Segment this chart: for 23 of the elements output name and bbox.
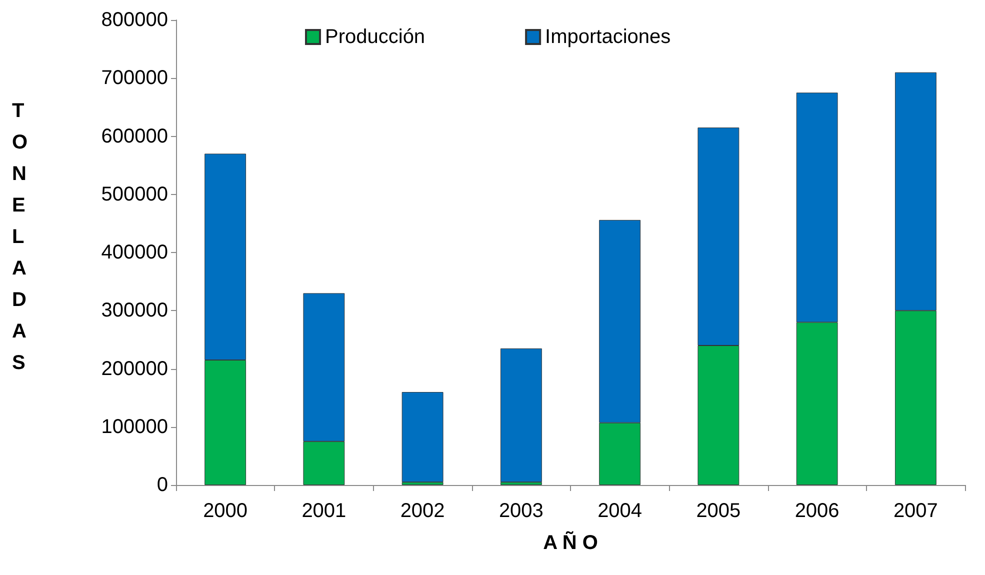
x-tick-label: 2005 — [696, 500, 741, 522]
y-tick-label: 500000 — [101, 183, 168, 206]
x-tick-label: 2004 — [598, 500, 642, 522]
x-tick-label: 2001 — [302, 500, 346, 522]
text: TONELADAS — [12, 100, 28, 374]
y-tick-label: 400000 — [101, 242, 168, 264]
y-tick-label: 800000 — [101, 9, 168, 31]
y-tick-label: 200000 — [101, 358, 168, 380]
x-tick-label: 2007 — [893, 500, 938, 522]
bar — [402, 392, 444, 482]
x-axis-title: A Ñ O — [543, 531, 598, 554]
legend-label: Importaciones — [545, 26, 671, 48]
y-tick-label: 0 — [156, 474, 168, 496]
x-tick-label: 2002 — [400, 500, 445, 522]
y-tick-label: 700000 — [101, 67, 168, 90]
legend-label: Producción — [325, 26, 426, 48]
bar — [500, 348, 542, 482]
y-tick-label: 300000 — [101, 300, 168, 322]
y-tick-label: 100000 — [101, 416, 168, 438]
x-tick-label: 2003 — [498, 500, 544, 522]
x-tick-label: 2006 — [794, 500, 840, 522]
x-tick-label: 2000 — [203, 500, 248, 522]
y-tick-label: 600000 — [101, 125, 168, 148]
